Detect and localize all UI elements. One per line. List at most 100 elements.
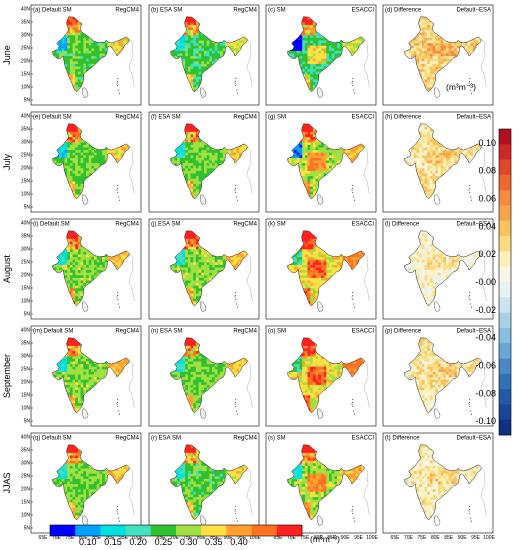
grid-cell	[69, 71, 73, 75]
grid-cell	[438, 63, 441, 67]
grid-cell	[302, 40, 306, 44]
grid-cell	[312, 32, 316, 36]
grid-cell	[307, 37, 311, 41]
grid-cell	[238, 45, 242, 49]
map-panel: (f) ESA SM RegCM4	[148, 111, 260, 213]
grid-cell	[72, 155, 76, 158]
grid-cell	[358, 37, 362, 41]
grid-cell	[358, 42, 362, 46]
grid-cell	[456, 48, 460, 51]
grid-cell	[96, 42, 100, 46]
india-outline	[170, 16, 248, 93]
grid-cell	[96, 53, 100, 57]
grid-cell	[86, 162, 89, 166]
grid-cell	[299, 61, 303, 64]
grid-cell	[421, 63, 425, 67]
grid-cell	[416, 58, 420, 62]
grid-cell	[80, 165, 84, 169]
grid-cell	[304, 50, 308, 54]
grid-cell	[67, 24, 71, 28]
grid-cell	[288, 50, 292, 54]
grid-cell	[427, 19, 431, 23]
grid-cell	[304, 61, 308, 64]
grid-cell	[462, 45, 466, 49]
grid-cell	[69, 29, 73, 33]
grid-cell	[307, 63, 311, 67]
grid-cell	[67, 155, 71, 158]
grid-cell	[182, 50, 186, 54]
grid-cell	[69, 170, 73, 174]
grid-cell	[77, 149, 81, 153]
grid-cell	[69, 155, 73, 158]
grid-cell	[77, 155, 81, 158]
grid-cell	[427, 61, 431, 64]
grid-cell	[419, 63, 423, 67]
grid-cell	[416, 45, 420, 49]
grid-cell	[69, 55, 73, 59]
grid-cell	[187, 32, 191, 36]
grid-cell	[337, 53, 341, 57]
grid-cell	[59, 152, 63, 156]
india-outline	[52, 16, 130, 93]
grid-cell	[88, 165, 92, 169]
grid-cell	[326, 40, 330, 44]
grid-cell	[72, 45, 76, 49]
grid-cell	[451, 50, 455, 54]
grid-cell	[193, 194, 197, 197]
grid-cell	[115, 160, 119, 164]
grid-cell	[91, 152, 95, 156]
grid-cell	[86, 50, 89, 54]
grid-cell	[190, 63, 194, 67]
grid-cell	[75, 160, 79, 164]
grid-cell	[451, 53, 455, 57]
grid-cell	[440, 50, 444, 54]
grid-cell	[307, 68, 311, 72]
grid-cell	[315, 81, 319, 85]
grid-cell	[88, 149, 92, 153]
grid-cell	[182, 63, 186, 67]
grid-cell	[77, 147, 81, 151]
grid-cell	[88, 48, 92, 51]
grid-cell	[69, 48, 73, 51]
grid-cell	[429, 76, 433, 80]
grid-cell	[451, 45, 455, 49]
grid-cell	[120, 152, 124, 156]
grid-cell	[64, 155, 68, 158]
grid-cell	[67, 123, 71, 127]
grid-cell	[56, 53, 60, 57]
grid-cell	[80, 37, 84, 41]
grid-cell	[69, 42, 73, 46]
grid-cell	[312, 35, 316, 38]
grid-cell	[427, 76, 431, 80]
grid-cell	[230, 42, 234, 46]
grid-cell	[318, 53, 322, 57]
grid-cell	[64, 37, 68, 41]
grid-cell	[86, 53, 89, 57]
grid-cell	[195, 79, 199, 83]
grid-cell	[304, 24, 308, 28]
grid-cell	[99, 45, 103, 49]
grid-cell	[424, 35, 428, 38]
grid-cell	[182, 53, 186, 57]
grid-cell	[323, 55, 327, 59]
grid-cell	[75, 74, 79, 77]
grid-cell	[198, 37, 202, 41]
grid-cell	[110, 149, 114, 153]
grid-cell	[83, 66, 87, 70]
grid-cell	[204, 66, 207, 70]
grid-cell	[77, 186, 81, 190]
grid-cell	[77, 139, 81, 143]
lat-tick-label: 35N	[21, 20, 31, 26]
island-dot	[353, 89, 355, 91]
grid-cell	[91, 165, 95, 169]
grid-cell	[323, 40, 327, 44]
grid-cell	[198, 79, 202, 83]
grid-cell	[424, 55, 428, 59]
grid-cell	[185, 71, 189, 75]
grid-cell	[304, 76, 308, 80]
grid-cell	[88, 160, 92, 164]
grid-cell	[438, 35, 441, 38]
grid-cell	[83, 42, 87, 46]
grid-cell	[185, 42, 189, 46]
grid-cell	[102, 149, 106, 153]
